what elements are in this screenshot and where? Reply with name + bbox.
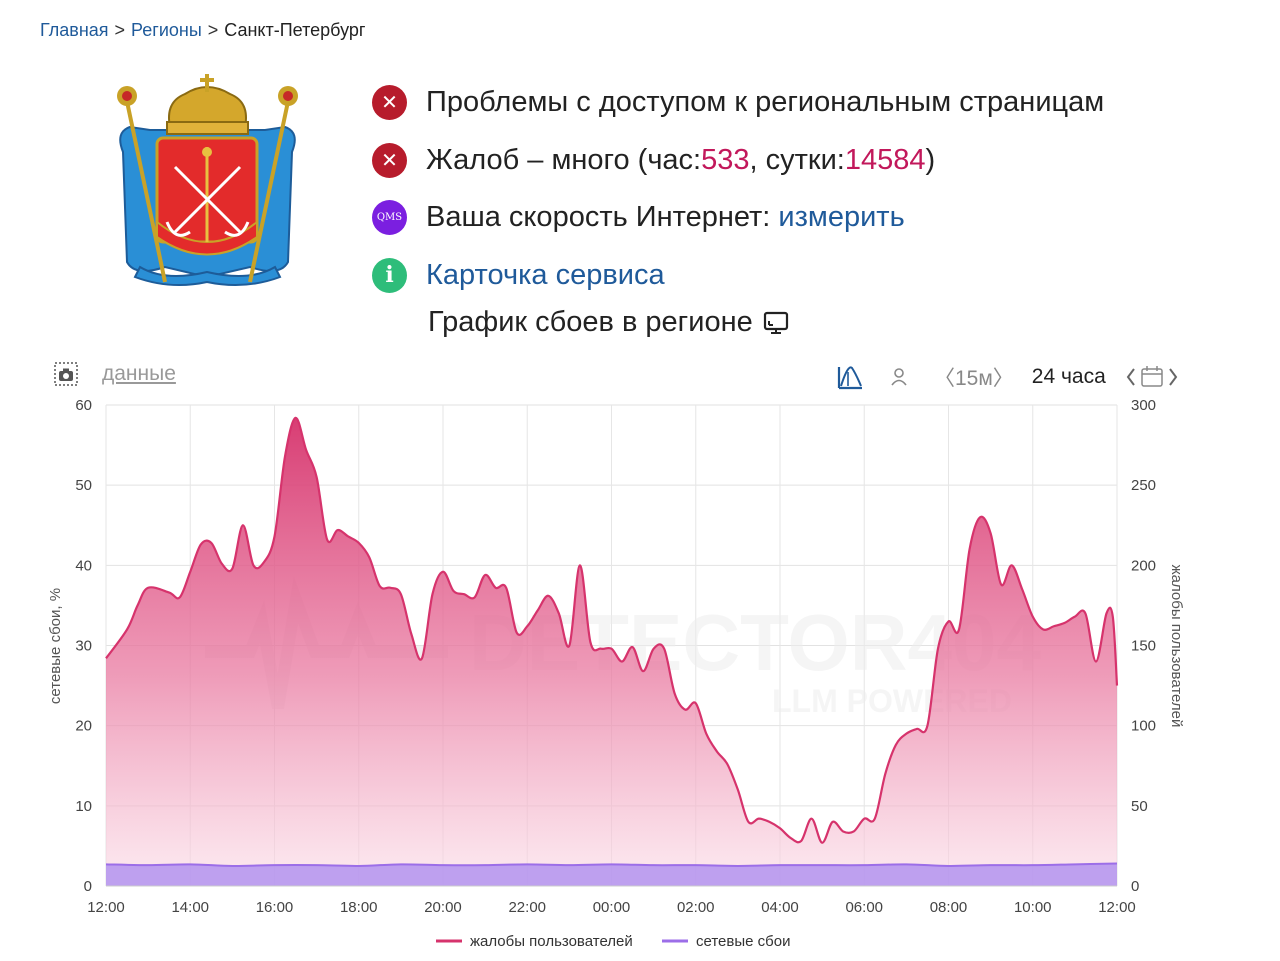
complaints-prefix: Жалоб – много (час: bbox=[426, 143, 702, 176]
error-cross-icon: ✕ bbox=[372, 142, 407, 178]
x-tick-label: 08:00 bbox=[930, 899, 968, 916]
breadcrumb-chevron-icon: > bbox=[207, 20, 219, 40]
breadcrumb-regions-link[interactable]: Регионы bbox=[131, 20, 202, 40]
x-tick-label: 22:00 bbox=[508, 899, 546, 916]
y-right-tick-label: 150 bbox=[1131, 638, 1156, 655]
breadcrumb-chevron-icon: > bbox=[114, 20, 126, 40]
x-tick-label: 00:00 bbox=[593, 899, 631, 916]
complaints-area bbox=[106, 417, 1117, 886]
status-access-problems: ✕ Проблемы с доступом к региональным стр… bbox=[372, 74, 1104, 132]
y-right-tick-label: 200 bbox=[1131, 557, 1156, 574]
complaints-day-count: 14584 bbox=[844, 143, 926, 176]
coat-of-arms-icon bbox=[117, 74, 298, 286]
fullscreen-monitor-icon[interactable] bbox=[763, 311, 789, 335]
status-list: ✕ Проблемы с доступом к региональным стр… bbox=[372, 74, 1104, 304]
breadcrumb: Главная > Регионы > Санкт-Петербург bbox=[40, 20, 365, 41]
y-left-tick-label: 0 bbox=[84, 878, 92, 895]
x-tick-label: 12:00 bbox=[87, 899, 125, 916]
info-icon: i bbox=[372, 257, 407, 293]
y-left-tick-label: 30 bbox=[75, 638, 92, 655]
range-label[interactable]: 24 часа bbox=[1031, 365, 1106, 388]
status-access-text: Проблемы с доступом к региональным стран… bbox=[426, 86, 1105, 119]
y-axis-left-label: сетевые сбои, % bbox=[47, 588, 64, 704]
service-card-link[interactable]: Карточка сервиса bbox=[426, 258, 665, 291]
y-left-tick-label: 40 bbox=[75, 557, 92, 574]
x-tick-label: 12:00 bbox=[1098, 899, 1136, 916]
date-navigation bbox=[1126, 366, 1178, 387]
interval-selector[interactable]: 〈15м〉 bbox=[934, 367, 1014, 390]
x-tick-label: 06:00 bbox=[845, 899, 883, 916]
chart-legend: жалобы пользователей сетевые сбои bbox=[436, 933, 790, 950]
y-right-tick-label: 250 bbox=[1131, 477, 1156, 494]
status-speed: QMS Ваша скорость Интернет: измерить bbox=[372, 189, 1104, 247]
graph-title-text: График сбоев в регионе bbox=[428, 306, 753, 338]
chart-series bbox=[105, 416, 1119, 886]
screenshot-camera-icon[interactable] bbox=[54, 362, 78, 386]
y-right-tick-label: 50 bbox=[1131, 798, 1148, 815]
y-axis-right-label: жалобы пользователей bbox=[1168, 565, 1185, 728]
graph-title: График сбоев в регионе bbox=[428, 306, 789, 339]
x-tick-label: 02:00 bbox=[677, 899, 715, 916]
y-left-tick-label: 60 bbox=[75, 397, 92, 414]
chart-toolbar-left: данные bbox=[54, 362, 176, 386]
prev-day-chevron-icon[interactable] bbox=[1126, 368, 1135, 386]
x-tick-label: 10:00 bbox=[1014, 899, 1052, 916]
complaints-mid: , сутки: bbox=[749, 143, 845, 176]
calendar-icon[interactable] bbox=[1141, 366, 1163, 387]
complaints-line bbox=[105, 416, 1119, 844]
status-service-card: i Карточка сервиса bbox=[372, 247, 1104, 305]
next-day-chevron-icon[interactable] bbox=[1168, 368, 1178, 386]
chart-axes: 0 10 20 30 40 50 60 0 50 100 150 200 250 300 12:00 14:0… bbox=[75, 397, 1156, 916]
complaints-hour-count: 533 bbox=[701, 143, 750, 176]
user-icon[interactable] bbox=[888, 366, 910, 388]
breadcrumb-current: Санкт-Петербург bbox=[224, 20, 366, 40]
legend-complaints-label[interactable]: жалобы пользователей bbox=[470, 933, 633, 950]
qms-icon: QMS bbox=[372, 200, 407, 236]
complaints-suffix: ) bbox=[925, 143, 936, 176]
outage-chart: DETECTOR404 LLM POWERED 0102030405060050… bbox=[47, 397, 1185, 950]
y-left-tick-label: 20 bbox=[75, 718, 92, 735]
y-left-tick-label: 50 bbox=[75, 477, 92, 494]
x-tick-label: 04:00 bbox=[761, 899, 799, 916]
x-tick-label: 16:00 bbox=[256, 899, 294, 916]
x-tick-label: 18:00 bbox=[340, 899, 378, 916]
outages-area bbox=[106, 863, 1117, 886]
y-right-tick-label: 300 bbox=[1131, 397, 1156, 414]
x-tick-label: 20:00 bbox=[424, 899, 462, 916]
chart-mode-icon[interactable] bbox=[836, 364, 864, 390]
status-complaints: ✕ Жалоб – много (час: 533, сутки: 14584) bbox=[372, 132, 1104, 190]
data-link[interactable]: данные bbox=[102, 362, 176, 385]
outages-line bbox=[105, 862, 1118, 867]
legend-outages-label[interactable]: сетевые сбои bbox=[696, 933, 790, 950]
y-right-tick-label: 100 bbox=[1131, 718, 1156, 735]
error-cross-icon: ✕ bbox=[372, 85, 407, 121]
y-right-tick-label: 0 bbox=[1131, 878, 1139, 895]
y-left-tick-label: 10 bbox=[75, 798, 92, 815]
speed-prefix: Ваша скорость Интернет: bbox=[426, 201, 779, 234]
measure-speed-link[interactable]: измерить bbox=[778, 201, 905, 234]
x-tick-label: 14:00 bbox=[171, 899, 209, 916]
chart-toolbar-right: 〈15м〉 24 часа bbox=[836, 362, 1184, 392]
breadcrumb-home-link[interactable]: Главная bbox=[40, 20, 109, 40]
